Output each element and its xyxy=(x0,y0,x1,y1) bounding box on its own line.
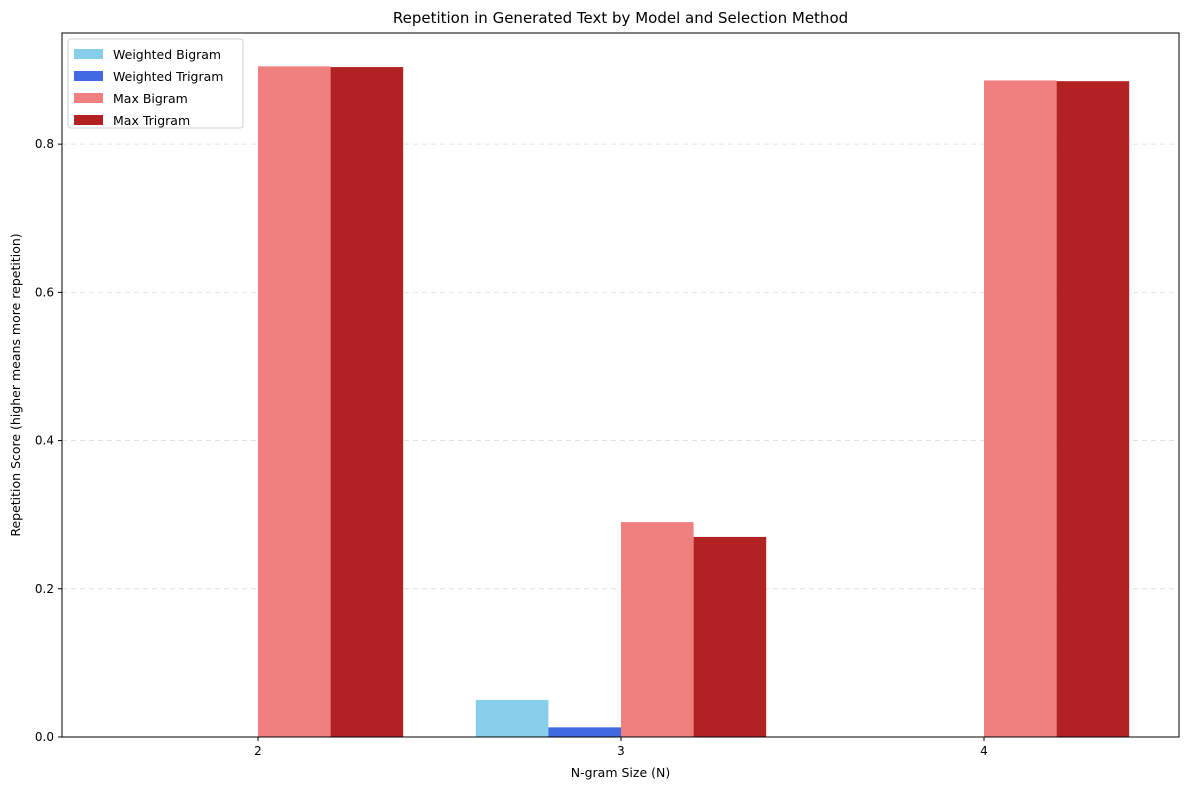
legend-swatch xyxy=(74,71,103,81)
bar-weighted-trigram-3 xyxy=(548,727,621,737)
legend-label: Max Trigram xyxy=(113,113,190,128)
legend-label: Weighted Trigram xyxy=(113,69,223,84)
bar-max-trigram-4 xyxy=(1056,81,1130,738)
y-tick-label: 0.8 xyxy=(35,137,54,151)
bar-max-trigram-3 xyxy=(693,536,767,737)
bar-max-bigram-2 xyxy=(258,66,331,738)
legend-label: Weighted Bigram xyxy=(113,47,221,62)
bars-layer xyxy=(258,66,1130,738)
y-tick-label: 0.4 xyxy=(35,434,54,448)
x-axis: 2 3 4 xyxy=(254,737,988,758)
y-axis-label: Repetition Score (higher means more repe… xyxy=(8,233,23,536)
bar-weighted-bigram-3 xyxy=(475,699,549,737)
x-tick-label: 2 xyxy=(254,744,262,758)
bar-max-bigram-4 xyxy=(984,80,1057,737)
x-axis-label: N-gram Size (N) xyxy=(571,765,670,780)
y-axis: 0.0 0.2 0.4 0.6 0.8 xyxy=(35,137,62,744)
bar-max-trigram-2 xyxy=(330,67,404,737)
y-tick-label: 0.2 xyxy=(35,582,54,596)
chart-title: Repetition in Generated Text by Model an… xyxy=(393,9,848,27)
x-tick-label: 3 xyxy=(617,744,625,758)
legend: Weighted Bigram Weighted Trigram Max Bigra… xyxy=(67,38,244,129)
x-tick-label: 4 xyxy=(980,744,988,758)
y-tick-label: 0.6 xyxy=(35,285,54,299)
legend-label: Max Bigram xyxy=(113,91,188,106)
legend-swatch xyxy=(74,115,103,125)
bar-max-bigram-3 xyxy=(621,522,694,737)
legend-frame xyxy=(67,38,244,129)
legend-swatch xyxy=(74,49,103,59)
legend-swatch xyxy=(74,93,103,103)
y-tick-label: 0.0 xyxy=(35,730,54,744)
